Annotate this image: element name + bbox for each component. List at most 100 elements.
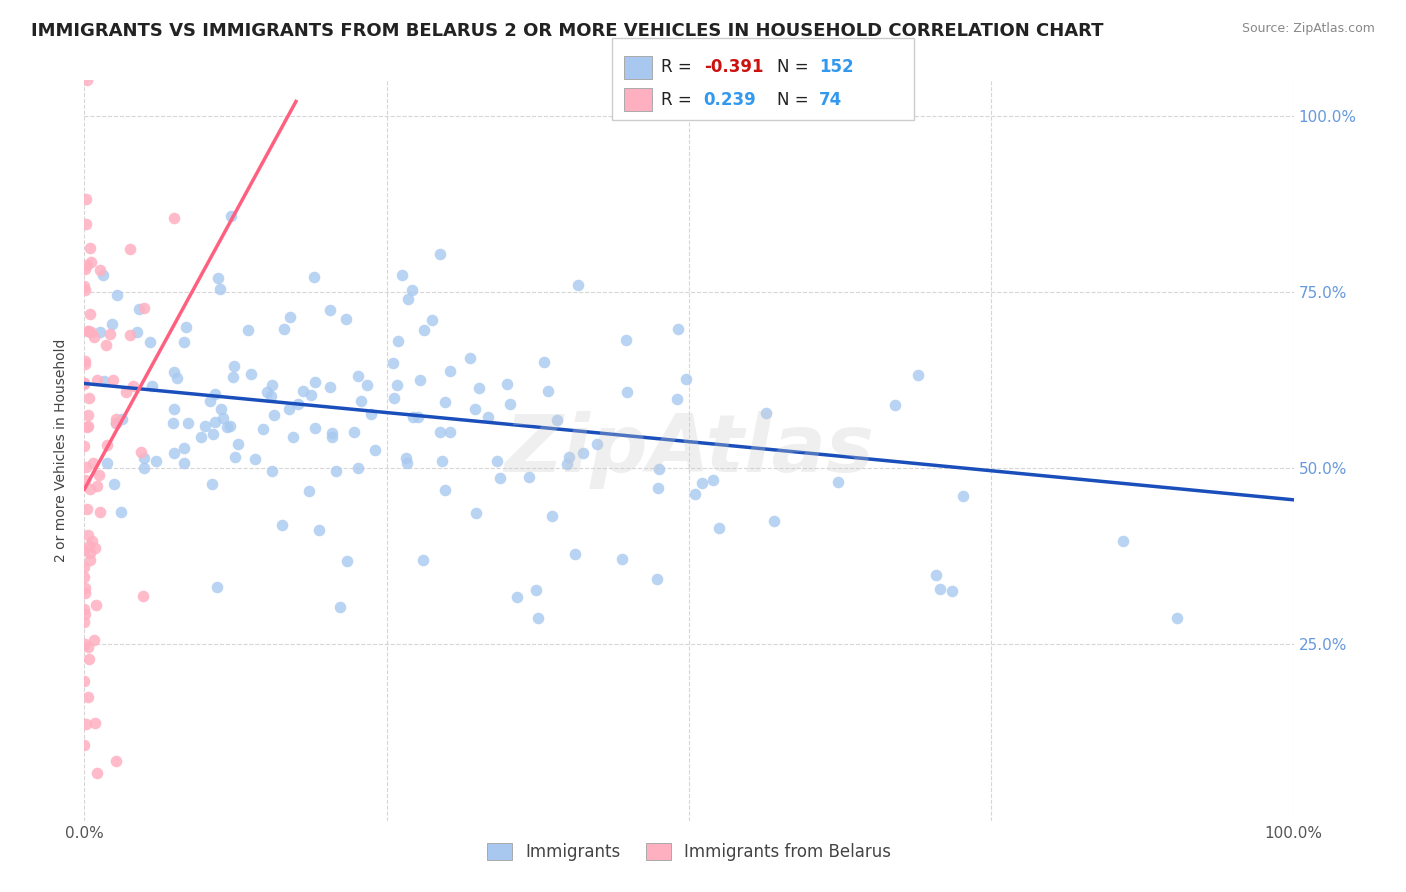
Text: ZipAtlas: ZipAtlas	[503, 411, 875, 490]
Point	[73, 615, 96, 630]
Point	[616, 333, 638, 347]
Point	[76, 419, 98, 434]
Point	[94, 338, 117, 352]
Point	[308, 524, 330, 538]
Point	[217, 419, 239, 434]
Point	[558, 450, 581, 465]
Point	[194, 418, 217, 433]
Point	[702, 473, 724, 487]
Point	[430, 454, 453, 468]
Point	[321, 430, 343, 444]
Point	[486, 454, 509, 468]
Point	[381, 356, 404, 370]
Point	[245, 451, 267, 466]
Point	[319, 380, 342, 394]
Point	[198, 393, 221, 408]
Point	[346, 368, 368, 383]
Point	[262, 464, 284, 478]
Point	[209, 402, 232, 417]
Point	[572, 445, 595, 459]
Point	[79, 546, 101, 560]
Point	[204, 415, 226, 429]
Point	[422, 313, 444, 327]
Point	[127, 325, 149, 339]
Point	[76, 502, 98, 516]
Point	[73, 674, 96, 689]
Point	[429, 246, 451, 260]
Point	[364, 442, 387, 457]
Point	[391, 268, 413, 282]
Point	[219, 209, 242, 223]
Point	[201, 426, 224, 441]
Point	[665, 392, 688, 406]
Point	[77, 539, 100, 553]
Point	[356, 377, 378, 392]
Point	[209, 282, 232, 296]
Point	[524, 582, 547, 597]
Point	[76, 73, 98, 87]
Point	[77, 324, 100, 338]
Point	[173, 442, 195, 456]
Y-axis label: 2 or more Vehicles in Household: 2 or more Vehicles in Household	[55, 339, 69, 562]
Point	[219, 419, 242, 434]
Point	[387, 377, 409, 392]
Point	[73, 376, 96, 390]
Point	[387, 334, 409, 348]
Point	[329, 600, 352, 615]
Point	[75, 460, 97, 475]
Point	[319, 303, 342, 318]
Point	[211, 411, 233, 425]
Point	[464, 506, 486, 520]
Point	[567, 278, 589, 293]
Point	[683, 487, 706, 501]
Legend: Immigrants, Immigrants from Belarus: Immigrants, Immigrants from Belarus	[481, 837, 897, 868]
Point	[884, 398, 907, 412]
Point	[536, 384, 558, 399]
Point	[586, 437, 609, 451]
Point	[84, 598, 107, 612]
Point	[114, 384, 136, 399]
Point	[75, 283, 97, 297]
Point	[75, 217, 97, 231]
Point	[79, 553, 101, 567]
Point	[73, 739, 96, 753]
Text: 0.239: 0.239	[703, 91, 756, 109]
Point	[83, 632, 105, 647]
Point	[201, 476, 224, 491]
Point	[207, 271, 229, 285]
Point	[82, 533, 104, 548]
Point	[395, 451, 418, 466]
Point	[347, 461, 370, 475]
Point	[1112, 534, 1135, 549]
Point	[89, 325, 111, 339]
Point	[205, 580, 228, 594]
Point	[73, 279, 96, 293]
Point	[118, 328, 141, 343]
Point	[96, 456, 118, 470]
Point	[73, 377, 96, 392]
Point	[73, 439, 96, 453]
Point	[412, 552, 434, 566]
Point	[110, 505, 132, 519]
Point	[439, 425, 461, 439]
Point	[350, 393, 373, 408]
Point	[87, 468, 110, 483]
Point	[163, 211, 186, 225]
Point	[163, 402, 186, 417]
Point	[645, 572, 668, 586]
Point	[190, 429, 212, 443]
Point	[73, 542, 96, 557]
Point	[76, 640, 98, 654]
Point	[343, 425, 366, 440]
Point	[675, 372, 697, 386]
Text: -0.391: -0.391	[703, 58, 763, 76]
Point	[76, 408, 98, 422]
Point	[128, 302, 150, 317]
Point	[73, 357, 96, 371]
Point	[236, 323, 259, 337]
Point	[648, 461, 671, 475]
Point	[79, 307, 101, 321]
Point	[527, 611, 550, 625]
Point	[82, 456, 104, 470]
Point	[166, 371, 188, 385]
